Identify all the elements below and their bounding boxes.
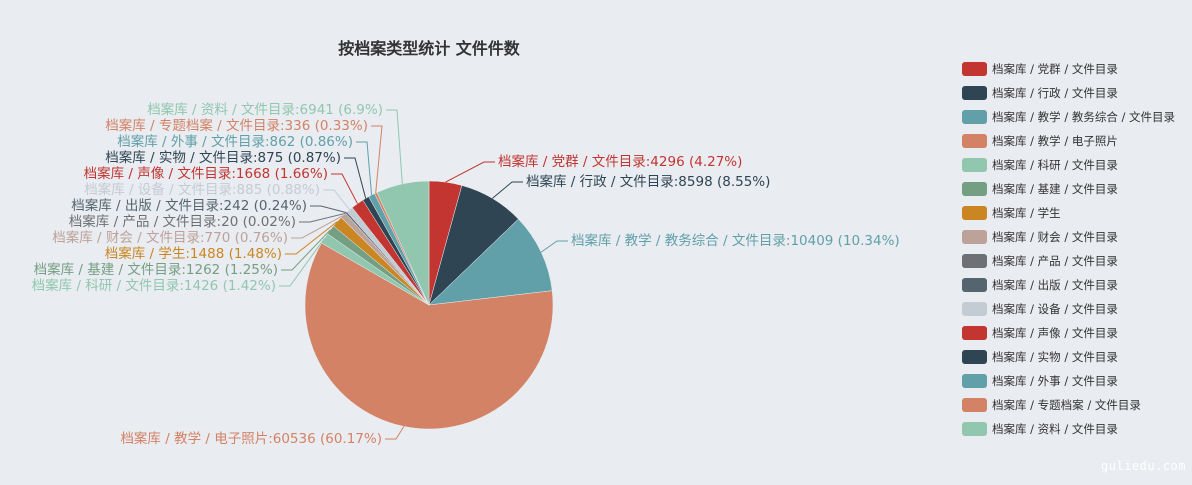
- label-leader-line: [371, 125, 383, 194]
- legend-label: 档案库 / 专题档案 / 文件目录: [992, 398, 1141, 412]
- legend-label: 档案库 / 产品 / 文件目录: [992, 254, 1118, 268]
- legend-label: 档案库 / 出版 / 文件目录: [992, 278, 1118, 292]
- legend-swatch: [962, 134, 987, 148]
- legend-swatch: [962, 206, 987, 220]
- label-leader-line: [356, 141, 373, 196]
- legend-label: 档案库 / 学生: [992, 206, 1061, 220]
- label-leader-line: [279, 238, 325, 287]
- legend-item[interactable]: 档案库 / 声像 / 文件目录: [962, 321, 1175, 345]
- legend-item[interactable]: 档案库 / 产品 / 文件目录: [962, 249, 1175, 273]
- legend-item[interactable]: 档案库 / 实物 / 文件目录: [962, 345, 1175, 369]
- legend-item[interactable]: 档案库 / 设备 / 文件目录: [962, 297, 1175, 321]
- legend-swatch: [962, 158, 987, 172]
- slice-data-label: 档案库 / 学生:1488 (1.48%): [105, 245, 282, 262]
- legend-swatch: [962, 350, 987, 364]
- slice-data-label: 档案库 / 财会 / 文件目录:770 (0.76%): [52, 229, 288, 246]
- legend-item[interactable]: 档案库 / 教学 / 教务综合 / 文件目录: [962, 105, 1175, 129]
- slice-data-label: 档案库 / 实物 / 文件目录:875 (0.87%): [105, 149, 341, 166]
- slice-data-label: 档案库 / 行政 / 文件目录:8598 (8.55%): [526, 173, 770, 190]
- slice-data-label: 档案库 / 专题档案 / 文件目录:336 (0.33%): [105, 117, 368, 134]
- label-leader-line: [281, 229, 331, 271]
- chart-title: 按档案类型统计 文件件数: [338, 39, 521, 58]
- label-leader-line: [291, 214, 344, 239]
- legend-item[interactable]: 档案库 / 专题档案 / 文件目录: [962, 393, 1175, 417]
- legend-swatch: [962, 398, 987, 412]
- legend-item[interactable]: 档案库 / 党群 / 文件目录: [962, 57, 1175, 81]
- slice-data-label: 档案库 / 产品 / 文件目录:20 (0.02%): [69, 213, 296, 230]
- legend-label: 档案库 / 资料 / 文件目录: [992, 422, 1118, 436]
- label-leader-line: [540, 240, 568, 253]
- legend-swatch: [962, 326, 987, 340]
- legend-label: 档案库 / 实物 / 文件目录: [992, 350, 1118, 364]
- legend-swatch: [962, 422, 987, 436]
- slice-data-label: 档案库 / 党群 / 文件目录:4296 (4.27%): [498, 153, 742, 170]
- legend-item[interactable]: 档案库 / 财会 / 文件目录: [962, 225, 1175, 249]
- legend-swatch: [962, 374, 987, 388]
- label-leader-line: [492, 181, 523, 199]
- pie-slice[interactable]: [304, 242, 554, 430]
- legend-swatch: [962, 182, 987, 196]
- legend-swatch: [962, 278, 987, 292]
- label-leader-line: [385, 426, 405, 440]
- slice-data-label: 档案库 / 外事 / 文件目录:862 (0.86%): [117, 133, 353, 150]
- slice-data-label: 档案库 / 教学 / 电子照片:60536 (60.17%): [120, 430, 382, 447]
- legend-item[interactable]: 档案库 / 教学 / 电子照片: [962, 129, 1175, 153]
- legend-label: 档案库 / 外事 / 文件目录: [992, 374, 1118, 388]
- legend-label: 档案库 / 党群 / 文件目录: [992, 62, 1118, 76]
- legend-label: 档案库 / 教学 / 电子照片: [992, 134, 1118, 148]
- legend-swatch: [962, 302, 987, 316]
- label-leader-line: [299, 212, 346, 223]
- slice-data-label: 档案库 / 科研 / 文件目录:1426 (1.42%): [32, 277, 276, 294]
- legend-item[interactable]: 档案库 / 资料 / 文件目录: [962, 417, 1175, 441]
- legend-swatch: [962, 230, 987, 244]
- label-leader-line: [310, 205, 347, 214]
- slice-data-label: 档案库 / 资料 / 文件目录:6941 (6.9%): [147, 101, 383, 118]
- legend-label: 档案库 / 科研 / 文件目录: [992, 158, 1118, 172]
- label-leader-line: [285, 221, 338, 255]
- watermark: guliedu.com: [1101, 459, 1186, 473]
- pie-slice[interactable]: [376, 180, 430, 306]
- legend-swatch: [962, 254, 987, 268]
- label-leader-line: [386, 109, 403, 184]
- slice-data-label: 档案库 / 出版 / 文件目录:242 (0.24%): [71, 197, 307, 214]
- legend-item[interactable]: 档案库 / 基建 / 文件目录: [962, 177, 1175, 201]
- slice-data-label: 档案库 / 基建 / 文件目录:1262 (1.25%): [34, 261, 278, 278]
- slice-data-label: 档案库 / 设备 / 文件目录:885 (0.88%): [84, 181, 320, 198]
- legend-label: 档案库 / 设备 / 文件目录: [992, 302, 1118, 316]
- legend-item[interactable]: 档案库 / 出版 / 文件目录: [962, 273, 1175, 297]
- legend-swatch: [962, 110, 987, 124]
- legend-item[interactable]: 档案库 / 学生: [962, 201, 1175, 225]
- chart-legend: 档案库 / 党群 / 文件目录 档案库 / 行政 / 文件目录 档案库 / 教学 /…: [962, 57, 1175, 441]
- legend-label: 档案库 / 行政 / 文件目录: [992, 86, 1118, 100]
- slice-data-label: 档案库 / 声像 / 文件目录:1668 (1.66%): [84, 165, 328, 182]
- legend-swatch: [962, 62, 987, 76]
- legend-label: 档案库 / 基建 / 文件目录: [992, 182, 1118, 196]
- legend-swatch: [962, 86, 987, 100]
- legend-label: 档案库 / 教学 / 教务综合 / 文件目录: [992, 110, 1176, 124]
- label-leader-line: [445, 161, 495, 183]
- label-leader-line: [323, 189, 350, 211]
- legend-item[interactable]: 档案库 / 科研 / 文件目录: [962, 153, 1175, 177]
- label-leader-line: [344, 157, 367, 199]
- legend-item[interactable]: 档案库 / 外事 / 文件目录: [962, 369, 1175, 393]
- pie-slice[interactable]: [428, 218, 553, 306]
- legend-label: 档案库 / 财会 / 文件目录: [992, 230, 1118, 244]
- legend-label: 档案库 / 声像 / 文件目录: [992, 326, 1118, 340]
- slice-data-label: 档案库 / 教学 / 教务综合 / 文件目录:10409 (10.34%): [571, 232, 900, 249]
- legend-item[interactable]: 档案库 / 行政 / 文件目录: [962, 81, 1175, 105]
- label-leader-line: [331, 173, 358, 204]
